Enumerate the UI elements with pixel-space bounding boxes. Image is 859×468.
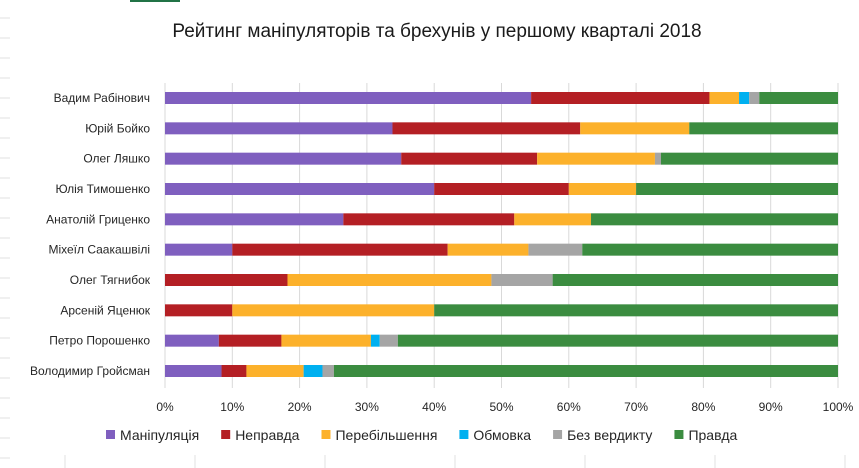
legend-label: Перебільшення [335,427,437,443]
bar-segment-Обмовка [303,365,323,377]
legend-item: Без вердикту [553,427,652,443]
bar-segment-Обмовка [739,92,750,104]
legend-item: Обмовка [459,427,531,443]
legend-swatch [459,430,469,439]
category-label: Олег Ляшко [83,152,150,166]
bar-segment-Неправда [232,243,448,256]
bar-segment-Перебільшення [580,122,690,135]
bar-segment-Правда [759,92,838,104]
bar-segment-Маніпуляція [165,213,344,226]
bar-segment-Маніпуляція [165,122,393,135]
legend-label: Маніпуляція [120,427,199,443]
bar-segment-Без вердикту [379,334,398,347]
bar-segment-Правда [434,304,838,317]
bar-segment-Обмовка [370,334,380,347]
bar-segment-Неправда [343,213,515,226]
bar-segment-Без вердикту [749,92,760,104]
legend-item: Неправда [221,427,300,443]
bar-segment-Неправда [392,122,581,135]
category-label: Анатолій Гриценко [46,212,150,226]
x-tick-label: 40% [422,400,446,414]
bar-segment-Перебільшення [232,304,435,317]
bar-segment-Без вердикту [654,152,662,165]
bar-segment-Неправда [165,274,288,286]
legend-label: Обмовка [473,427,531,443]
x-tick-label: 0% [156,400,174,414]
legend-swatch [221,430,231,439]
bar-segment-Правда [591,213,838,226]
x-tick-label: 100% [823,400,854,414]
legend-item: Перебільшення [321,427,437,443]
category-label: Володимир Гройсман [30,364,150,378]
category-labels: Вадим Рабінович Юрій Бойко Олег Ляшко Юлія … [30,91,151,378]
bar-segment-Неправда [531,92,710,104]
x-tick-label: 80% [691,400,715,414]
legend-swatch [674,430,684,439]
x-axis-ticks: 0% 10% 20% 30% 40% 50% 60% 70% 80% 90% 100% [156,400,853,414]
bar-segment-Правда [333,365,838,377]
x-tick-label: 20% [288,400,312,414]
bar-segment-Перебільшення [514,213,592,226]
bar-segment-Без вердикту [528,243,583,256]
legend-item: Правда [674,427,738,443]
bar-segment-Неправда [221,365,247,377]
x-tick-label: 10% [220,400,244,414]
legend-swatch [553,430,563,439]
bar-segment-Правда [689,122,838,135]
bar-segment-Неправда [401,152,538,165]
bar-segment-Перебільшення [447,243,529,256]
legend: Маніпуляція Неправда Перебільшення Обмовка Б… [106,427,738,443]
legend-label: Неправда [235,427,299,443]
legend-swatch [106,430,115,439]
bar-segment-Неправда [218,334,282,347]
bar-segment-Маніпуляція [165,334,219,347]
bar-segment-Перебільшення [568,183,637,195]
bar-segment-Неправда [165,304,233,317]
bar-segment-Правда [552,274,838,286]
bar-segment-Без вердикту [491,274,553,286]
legend-label: Без вердикту [567,427,652,443]
x-tick-label: 70% [624,400,648,414]
category-label: Міхеїл Саакашвілі [48,243,150,257]
x-tick-label: 60% [557,400,581,414]
bar-segment-Правда [661,152,838,165]
bar-segment-Перебільшення [287,274,492,286]
bar-segment-Перебільшення [281,334,371,347]
category-label: Юлія Тимошенко [56,182,151,196]
chart-title: Рейтинг маніпуляторів та брехунів у перш… [172,21,701,42]
bar-segment-Правда [636,183,838,195]
x-tick-label: 90% [759,400,783,414]
category-label: Арсеній Яценюк [60,303,150,317]
bar-segment-Неправда [434,183,569,195]
bar-segment-Маніпуляція [165,152,402,165]
x-tick-label: 30% [355,400,379,414]
category-label: Олег Тягнибок [70,273,151,287]
category-label: Юрій Бойко [85,121,150,135]
bar-segment-Перебільшення [537,152,655,165]
bar-segment-Перебільшення [246,365,304,377]
bars [165,92,838,377]
bar-segment-Маніпуляція [165,243,233,256]
bar-segment-Правда [582,243,838,256]
bar-segment-Правда [397,334,838,347]
bar-segment-Маніпуляція [165,92,532,104]
category-label: Вадим Рабінович [54,91,150,105]
legend-swatch [321,430,331,439]
bar-segment-Маніпуляція [165,365,222,377]
category-label: Петро Порошенко [49,334,150,348]
legend-label: Правда [688,427,737,443]
x-tick-label: 50% [489,400,513,414]
legend-item: Маніпуляція [106,427,199,443]
bar-segment-Перебільшення [709,92,740,104]
bar-segment-Маніпуляція [165,183,435,195]
bar-segment-Без вердикту [322,365,334,377]
